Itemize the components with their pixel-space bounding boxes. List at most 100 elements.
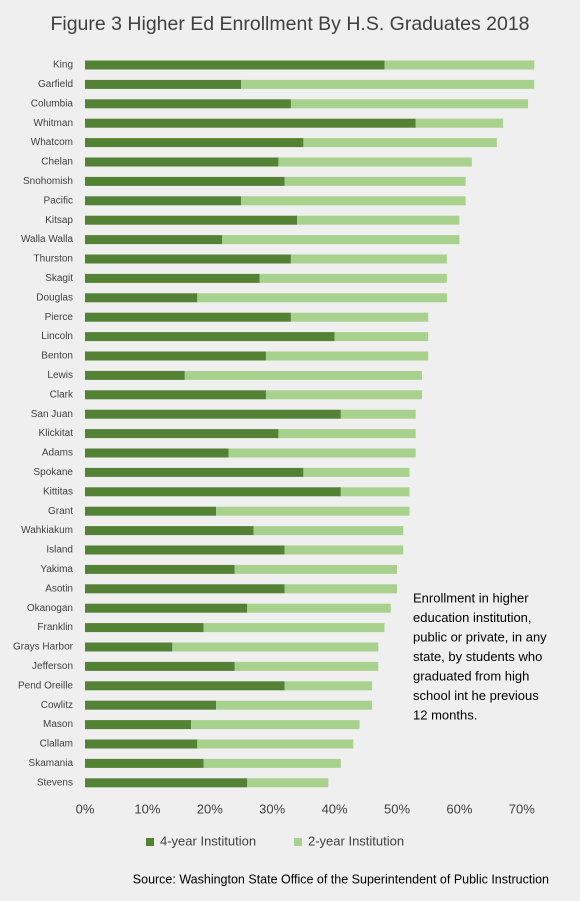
annotation: public or private, in any — [413, 629, 547, 644]
bar-segment — [297, 215, 460, 225]
y-tick-label: King — [53, 60, 73, 71]
bar-segment — [253, 526, 404, 536]
bar-segment — [85, 584, 285, 594]
y-tick-label: Clallam — [40, 739, 73, 750]
y-tick-label: Thurston — [34, 254, 73, 265]
y-tick-label: Adams — [42, 448, 73, 459]
bar-segment — [284, 545, 404, 555]
bar-segment — [203, 758, 341, 768]
bar-segment — [216, 506, 410, 516]
bar-segment — [197, 739, 354, 749]
bar-segment — [85, 293, 198, 303]
bar-segment — [85, 235, 223, 245]
bar-segment — [290, 99, 529, 109]
bar-segment — [334, 332, 429, 342]
y-tick-label: Lewis — [47, 370, 73, 381]
bar-segment — [85, 254, 291, 264]
bar-segment — [85, 603, 248, 613]
x-tick-label: 40% — [322, 801, 348, 816]
bar-segment — [85, 681, 285, 691]
y-tick-label: Lincoln — [41, 331, 73, 342]
y-tick-label: Okanogan — [27, 603, 73, 614]
bar-segment — [284, 584, 397, 594]
bar-segment — [85, 138, 304, 148]
bar-segment — [85, 758, 204, 768]
bar-segment — [85, 390, 266, 400]
bar-segment — [85, 370, 185, 380]
bar-segment — [247, 778, 329, 788]
y-tick-label: Walla Walla — [21, 234, 73, 245]
annotation: 12 months. — [413, 707, 477, 722]
bar-segment — [85, 196, 241, 206]
y-tick-label: Jefferson — [32, 661, 73, 672]
bar-segment — [216, 700, 373, 710]
bar-segment — [222, 235, 460, 245]
y-tick-label: Columbia — [31, 98, 74, 109]
bar-segment — [85, 661, 235, 671]
bar-segment — [278, 157, 472, 167]
y-tick-label: Pierce — [45, 312, 74, 323]
bar-segment — [290, 312, 429, 322]
bar-segment — [85, 700, 217, 710]
bar-segment — [85, 526, 254, 536]
bar-segment — [191, 720, 360, 730]
bar-segment — [241, 196, 466, 206]
bar-segment — [234, 564, 397, 574]
bar-segment — [265, 390, 422, 400]
y-tick-label: San Juan — [31, 409, 73, 420]
bar-segment — [241, 79, 535, 89]
bar-segment — [172, 642, 379, 652]
y-tick-label: Spokane — [34, 467, 74, 478]
bar-segment — [247, 603, 391, 613]
x-tick-label: 30% — [259, 801, 285, 816]
bar-segment — [85, 273, 260, 283]
y-tick-label: Kitsap — [45, 215, 73, 226]
bar-segment — [265, 351, 429, 361]
y-tick-label: Stevens — [37, 777, 73, 788]
y-tick-label: Benton — [41, 351, 73, 362]
bar-segment — [85, 778, 248, 788]
source: Source: Washington State Office of the S… — [133, 872, 549, 886]
bar-segment — [340, 409, 416, 419]
y-tick-label: Grays Harbor — [13, 642, 74, 653]
bar-segment — [85, 506, 217, 516]
legend-swatch — [294, 838, 302, 846]
y-tick-label: Island — [46, 545, 73, 556]
y-tick-label: Mason — [43, 719, 73, 730]
bar-segment — [85, 467, 304, 477]
y-tick-label: Klickitat — [39, 428, 74, 439]
y-tick-label: Yakima — [40, 564, 73, 575]
bar-segment — [85, 545, 285, 555]
bar-segment — [303, 138, 497, 148]
y-tick-label: Whitman — [34, 118, 73, 129]
annotation: education institution, — [413, 610, 532, 625]
bar-segment — [85, 332, 335, 342]
bar-segment — [85, 215, 298, 225]
bar-segment — [259, 273, 447, 283]
bar-segment — [85, 448, 229, 458]
x-tick-label: 70% — [509, 801, 535, 816]
y-tick-label: Chelan — [41, 157, 73, 168]
annotation: Enrollment in higher — [413, 590, 529, 605]
bar-segment — [85, 429, 279, 439]
y-tick-label: Snohomish — [23, 176, 73, 187]
bar-segment — [85, 487, 341, 497]
bar-segment — [284, 176, 466, 186]
bar-segment — [290, 254, 447, 264]
y-tick-label: Cowlitz — [41, 700, 73, 711]
bar-segment — [85, 739, 198, 749]
bar-segment — [184, 370, 422, 380]
bar-segment — [278, 429, 416, 439]
bar-segment — [340, 487, 410, 497]
annotation: state, by students who — [413, 649, 542, 664]
bar-segment — [384, 60, 535, 70]
y-tick-label: Kittitas — [43, 486, 73, 497]
y-tick-label: Garfield — [38, 79, 73, 90]
bar-segment — [85, 623, 204, 633]
bar-segment — [85, 642, 173, 652]
bar-segment — [85, 157, 279, 167]
bar-segment — [85, 564, 235, 574]
bar-segment — [85, 99, 291, 109]
bar-segment — [228, 448, 416, 458]
bar-segment — [85, 60, 385, 70]
